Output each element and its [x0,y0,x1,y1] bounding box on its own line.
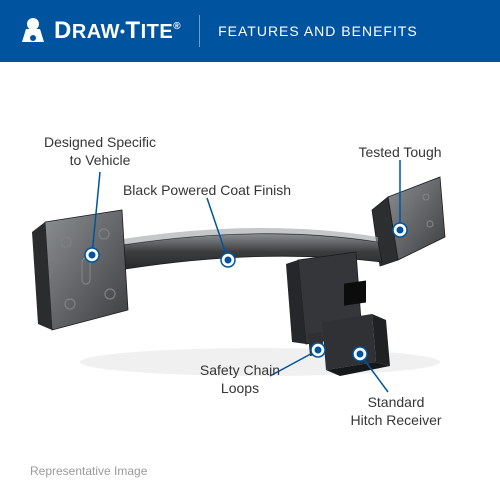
leader-lines [0,62,500,500]
callout-c1: Designed Specificto Vehicle [30,134,170,169]
header-subtitle: FEATURES AND BENEFITS [218,23,418,39]
header: DRAW•TITE® FEATURES AND BENEFITS [0,0,500,62]
logo-text: DRAW•TITE® [54,17,181,45]
callout-c4: Safety ChainLoops [190,362,290,397]
callout-c3: Tested Tough [340,144,460,162]
brand-logo: DRAW•TITE® [18,16,181,46]
callout-c5: StandardHitch Receiver [336,394,456,429]
product-illustration [0,62,500,500]
diagram-body: Designed Specificto Vehicle Black Powered… [0,62,500,500]
hitch-ball-icon [18,16,48,46]
infographic-container: DRAW•TITE® FEATURES AND BENEFITS [0,0,500,500]
footer-note: Representative Image [30,464,147,478]
callout-c2: Black Powered Coat Finish [107,182,307,200]
header-divider [199,15,200,47]
